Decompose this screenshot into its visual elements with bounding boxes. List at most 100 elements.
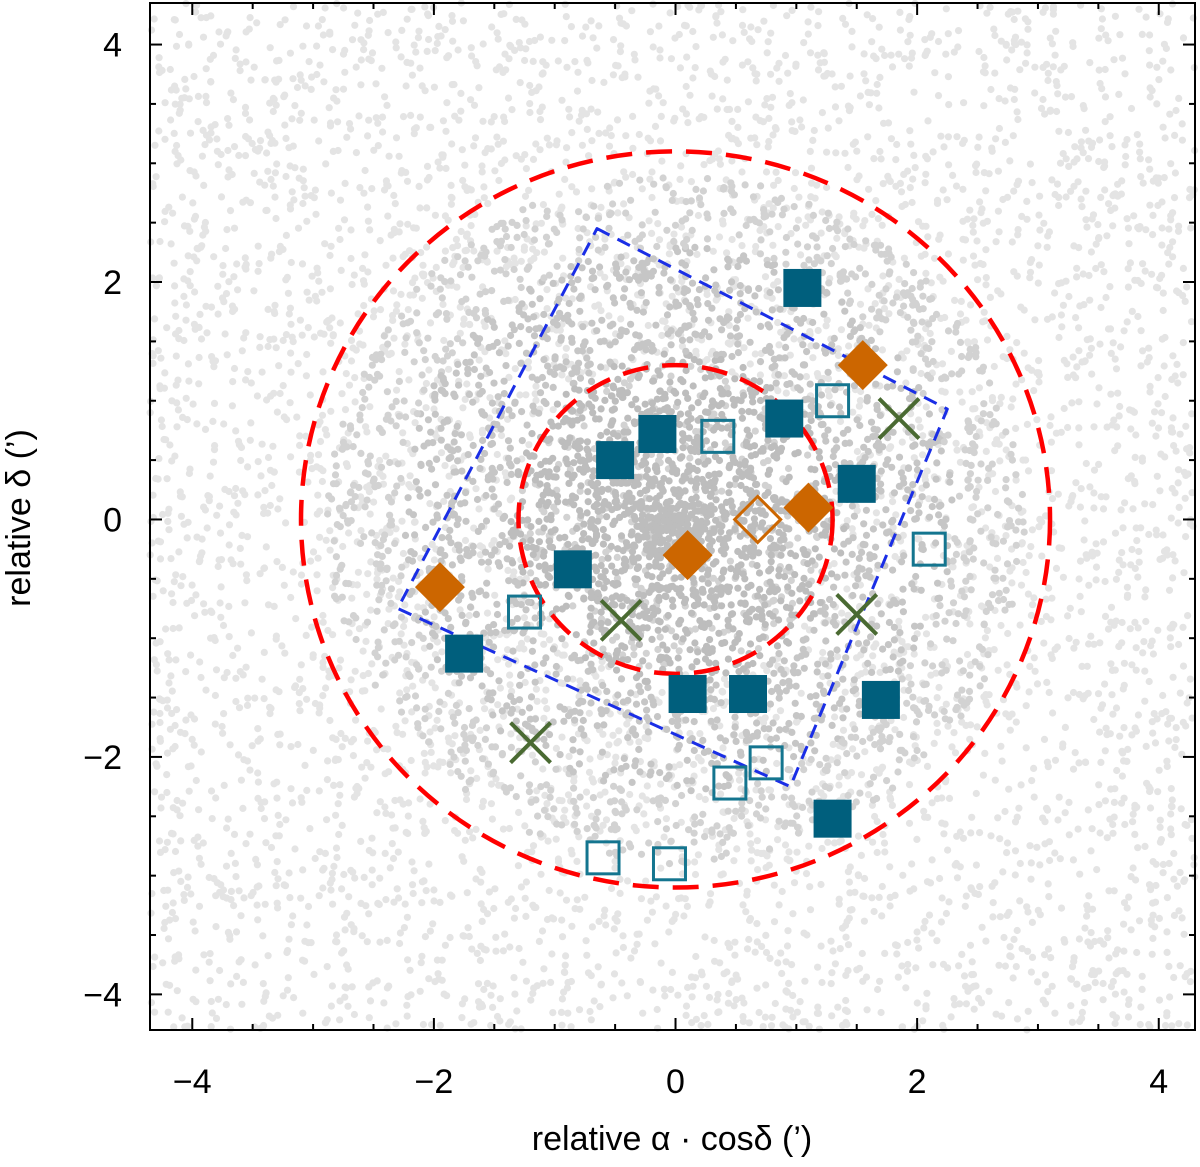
field-star — [513, 1007, 521, 1015]
field-star — [1093, 866, 1101, 874]
field-star — [318, 288, 326, 296]
field-star — [538, 927, 547, 935]
field-star — [319, 663, 327, 672]
field-star — [171, 299, 179, 307]
field-star — [734, 123, 742, 131]
field-star — [624, 877, 632, 885]
field-star — [1094, 221, 1102, 229]
field-star — [1022, 568, 1030, 577]
field-star — [605, 741, 613, 749]
field-star — [196, 552, 205, 560]
field-star — [164, 1008, 172, 1016]
field-star — [1070, 954, 1078, 962]
field-star — [302, 372, 310, 380]
field-star — [200, 951, 208, 959]
field-star — [512, 15, 520, 23]
field-star — [224, 928, 232, 937]
field-star — [609, 636, 617, 644]
field-star — [1096, 829, 1104, 837]
field-star — [1180, 569, 1188, 577]
field-star — [775, 77, 783, 85]
field-star — [212, 794, 220, 802]
field-star — [1134, 711, 1142, 719]
field-star — [427, 748, 435, 757]
field-star — [1097, 758, 1105, 767]
field-star — [171, 147, 179, 155]
field-star — [562, 952, 570, 960]
field-star — [182, 85, 190, 93]
field-star — [296, 71, 304, 79]
field-star — [309, 746, 317, 755]
field-star — [878, 763, 887, 771]
field-star — [336, 781, 344, 789]
field-star — [527, 996, 535, 1004]
field-star — [476, 726, 484, 735]
field-star — [349, 752, 357, 760]
field-star — [634, 73, 642, 81]
field-star — [1177, 805, 1185, 813]
field-star — [327, 1002, 335, 1010]
field-star — [467, 767, 475, 775]
field-star — [916, 423, 924, 431]
field-star — [221, 485, 229, 493]
field-star — [470, 247, 478, 255]
field-star — [1130, 408, 1138, 416]
field-star — [902, 984, 910, 992]
field-star — [403, 1001, 411, 1009]
field-star — [199, 839, 207, 847]
field-star — [682, 1011, 690, 1020]
field-star — [956, 310, 965, 318]
field-star — [431, 211, 439, 219]
field-star — [373, 746, 381, 754]
field-star — [844, 941, 853, 949]
field-star — [735, 769, 743, 777]
field-star — [185, 787, 193, 795]
field-star — [426, 500, 434, 508]
field-star — [548, 36, 556, 44]
field-star — [909, 175, 917, 183]
field-star — [522, 977, 531, 985]
field-star — [1013, 926, 1021, 935]
field-star — [817, 880, 825, 889]
field-star — [505, 0, 513, 8]
field-star — [601, 906, 609, 914]
field-star — [900, 254, 909, 262]
field-star — [1120, 659, 1128, 667]
field-star — [237, 456, 245, 465]
field-star — [194, 92, 202, 100]
field-star — [299, 956, 307, 964]
field-star — [401, 717, 409, 725]
field-star — [775, 59, 783, 67]
field-star — [713, 19, 721, 27]
field-star — [191, 927, 199, 935]
field-star — [418, 82, 426, 90]
field-star — [1030, 387, 1038, 395]
field-star — [649, 0, 657, 8]
field-star — [790, 879, 799, 887]
field-star — [683, 53, 691, 61]
field-star — [532, 396, 540, 404]
field-star — [788, 118, 796, 126]
field-star — [751, 948, 759, 956]
field-star — [920, 924, 928, 932]
field-star — [1102, 31, 1110, 39]
field-star — [219, 270, 227, 278]
field-star — [878, 346, 887, 354]
field-star — [530, 254, 538, 262]
field-star — [347, 738, 355, 746]
field-star — [1120, 724, 1128, 732]
field-star — [876, 147, 884, 156]
field-star — [1156, 274, 1164, 283]
field-star — [1172, 106, 1180, 115]
field-star — [299, 866, 307, 874]
field-star — [298, 798, 306, 806]
field-star — [948, 743, 956, 751]
field-star — [481, 705, 489, 713]
field-star — [978, 923, 986, 931]
field-star — [202, 302, 210, 310]
field-star — [578, 141, 587, 149]
field-star — [650, 85, 658, 93]
field-star — [281, 649, 289, 657]
field-star — [216, 966, 224, 975]
field-star — [785, 848, 793, 856]
